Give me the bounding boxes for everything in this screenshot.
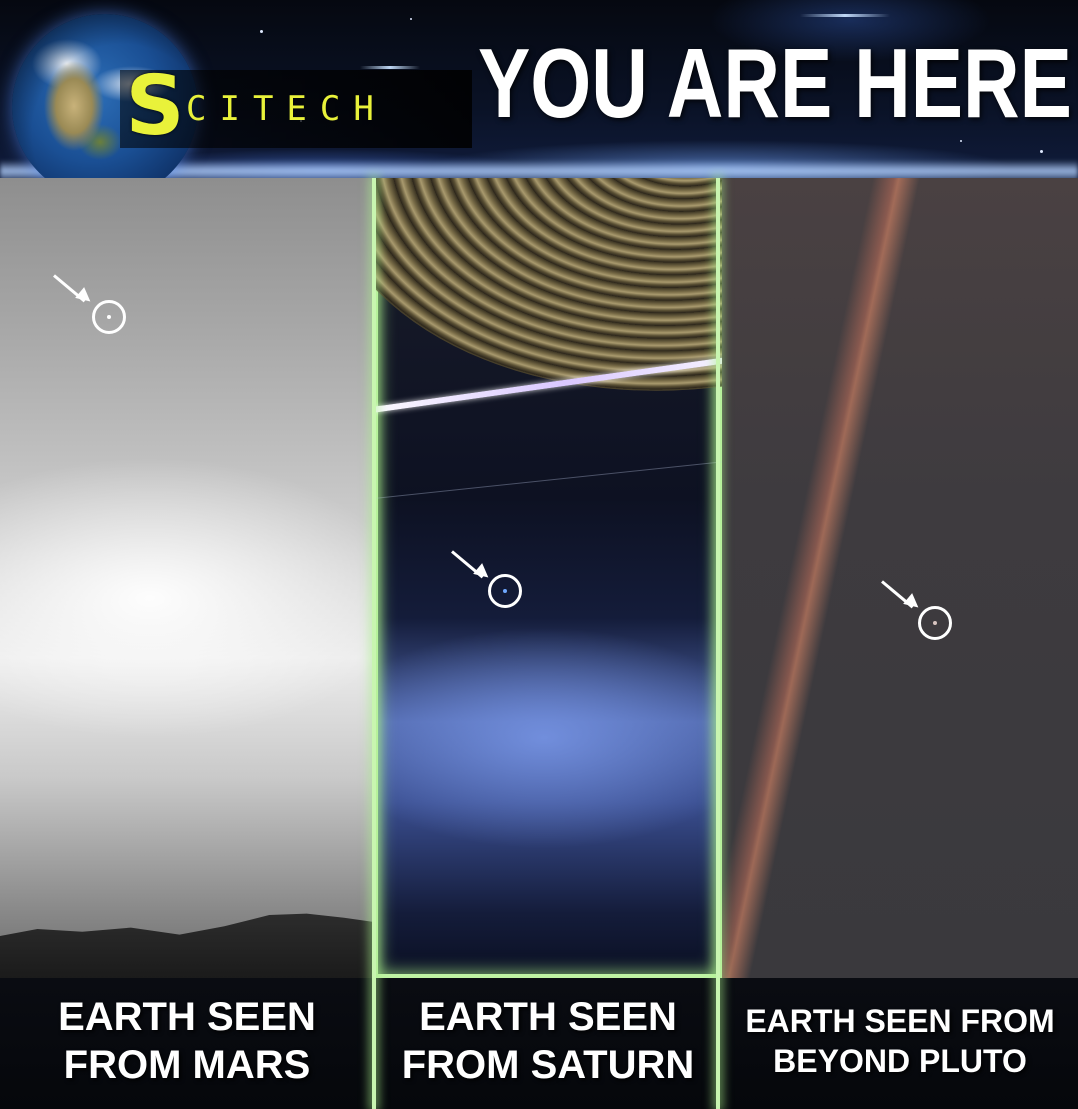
panel-divider [372,178,376,1109]
circle-marker-icon [488,574,522,608]
caption-mars-line1: EARTH SEEN [58,995,316,1039]
caption-pluto-line1: EARTH SEEN FROM [745,1003,1055,1039]
circle-marker-icon [918,606,952,640]
caption-saturn-line2: FROM SATURN [401,1043,695,1087]
earth-dot [933,621,937,625]
logo-wordmark: CITECH [186,89,387,129]
lens-flare [360,66,420,69]
panel-mars [0,178,374,978]
caption-pluto-line2: BEYOND PLUTO [773,1043,1027,1079]
header-banner: S CITECH YOU ARE HERE! [0,0,1078,178]
faint-ring [374,456,722,501]
star [410,18,412,20]
caption-mars-line2: FROM MARS [63,1043,311,1087]
arrow-head-icon [473,563,493,583]
logo-initial: S [125,59,185,154]
star [960,140,962,142]
arrow-head-icon [75,287,95,307]
circle-marker-icon [92,300,126,334]
star [1040,150,1043,153]
caption-pluto: EARTH SEEN FROM BEYOND PLUTO [722,986,1078,1096]
earth-dot [107,315,111,319]
mars-horizon [0,913,374,978]
horizon-glow [0,160,1078,178]
panel-pluto [722,178,1078,978]
caption-mars: EARTH SEEN FROM MARS [0,986,374,1096]
caption-bar: EARTH SEEN FROM MARS EARTH SEEN FROM SAT… [0,978,1078,1109]
earth-dot [503,589,507,593]
caption-saturn: EARTH SEEN FROM SATURN [374,986,722,1096]
caption-saturn-line1: EARTH SEEN [419,995,677,1039]
panel-divider [716,178,720,1109]
sunbeam [722,178,928,978]
arrow-head-icon [903,593,923,613]
panel-saturn [374,178,722,978]
scitech-logo: S CITECH [120,59,472,154]
star [260,30,263,33]
lens-flare [800,14,890,17]
poster-title: YOU ARE HERE! [478,28,1078,138]
